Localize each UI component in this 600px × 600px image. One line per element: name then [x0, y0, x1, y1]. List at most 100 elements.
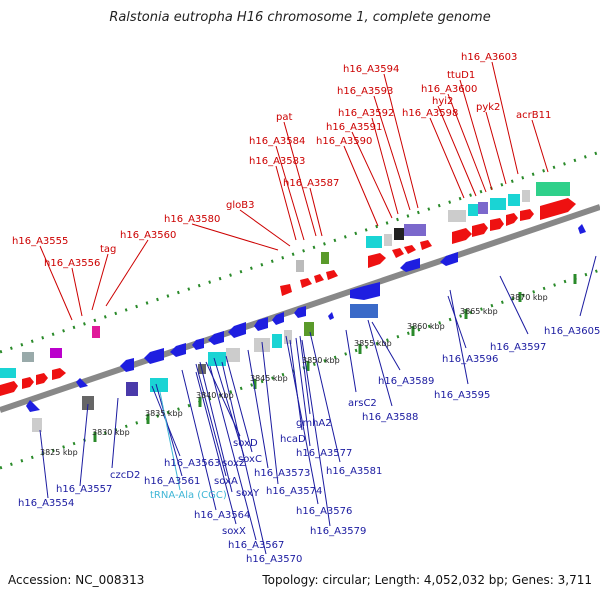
gene-label: h16_A3554: [18, 498, 74, 509]
gene-arrow: [228, 322, 246, 338]
gene-arrow: [192, 338, 204, 350]
gene-box: [284, 330, 292, 344]
gene-label: h16_A3570: [246, 554, 302, 565]
gene-label: h16_A3557: [56, 484, 112, 495]
kbp-label: 3835 kbp: [145, 409, 183, 418]
gene-box: [536, 182, 570, 196]
gene-arrow: [472, 223, 488, 237]
gene-box: [150, 378, 168, 392]
chart-title: Ralstonia eutropha H16 chromosome 1, com…: [109, 10, 491, 25]
gene-arrow: [506, 213, 518, 226]
kbp-label: 3870 kbp: [510, 293, 548, 302]
gene-arrow: [452, 228, 472, 244]
kbp-label: 3855 kbp: [354, 339, 392, 348]
kbp-label: 3845 kbp: [250, 374, 288, 383]
gene-box: [296, 260, 304, 272]
gene-label: h16_A3561: [144, 476, 200, 487]
gene-arrow: [144, 348, 164, 364]
gene-box: [508, 194, 520, 206]
gene-label: h16_A3581: [326, 466, 382, 477]
gene-box: [478, 202, 488, 214]
gene-box: [490, 198, 506, 210]
major-ticks: [93, 274, 577, 442]
gene-arrow: [294, 306, 306, 318]
gene-label: h16_A3605: [544, 326, 600, 337]
gene-label: gloB3: [226, 200, 254, 211]
gene-box: [50, 348, 62, 358]
gene-arrow: [392, 248, 404, 258]
accession-text: Accession: NC_008313: [8, 573, 145, 587]
gene-label: czcD2: [110, 470, 140, 481]
gene-arrow: [404, 245, 416, 254]
gene-arrow: [52, 368, 66, 380]
gene-label: h16_A3593: [337, 86, 393, 97]
gene-box: [208, 352, 226, 366]
gene-box: [448, 210, 466, 222]
gene-box: [394, 228, 404, 240]
gene-label: gmhA2: [296, 418, 332, 429]
gene-label: hyi2: [432, 96, 453, 107]
gene-label: h16_A3603: [461, 52, 517, 63]
gene-box: [321, 252, 329, 264]
gene-arrow: [208, 331, 224, 345]
gene-box: [522, 190, 530, 202]
gene-box: [404, 224, 426, 236]
gene-label: h16_A3584: [249, 136, 305, 147]
gene-arrow: [280, 284, 292, 296]
gene-box: [92, 326, 100, 338]
gene-arrow: [440, 252, 458, 266]
gene-box: [226, 348, 240, 362]
gene-arrow: [170, 343, 186, 357]
kbp-label: 3830 kbp: [92, 428, 130, 437]
trna-label: tRNA-Ala (CGC): [150, 490, 227, 501]
gene-label: hcaD: [280, 434, 306, 445]
gene-arrow: [36, 373, 48, 385]
bottom-leader-lines: [39, 255, 597, 555]
gene-box: [0, 368, 16, 378]
gene-box: [272, 334, 282, 348]
gene-label: soxX: [222, 526, 246, 537]
forward-gene-labels: h16_A3603 h16_A3594 ttuD1 h16_A3593 h16_…: [12, 52, 551, 269]
kbp-label: 3840 kbp: [196, 391, 234, 400]
gene-label: h16_A3563: [164, 458, 220, 469]
gene-box: [32, 418, 42, 432]
kbp-labels: 3825 kbp 3830 kbp 3835 kbp 3840 kbp 3845…: [40, 293, 548, 457]
gene-label: h16_A3597: [490, 342, 546, 353]
gene-arrow: [490, 218, 504, 231]
gene-label: acrB11: [516, 110, 551, 121]
gene-label: pat: [276, 112, 292, 123]
gene-label: h16_A3576: [296, 506, 352, 517]
kbp-label: 3860 kbp: [407, 322, 445, 331]
gene-label: h16_A3596: [442, 354, 498, 365]
genome-stats-text: Topology: circular; Length: 4,052,032 bp…: [262, 573, 592, 587]
gene-label: h16_A3588: [362, 412, 418, 423]
gene-box: [468, 204, 478, 216]
gene-label: h16_A3598: [402, 108, 458, 119]
gene-label: h16_A3589: [378, 376, 434, 387]
kbp-label: 3850 kbp: [302, 356, 340, 365]
gene-label: soxD: [233, 438, 258, 449]
gene-arrow: [76, 378, 88, 388]
gene-label: h16_A3577: [296, 448, 352, 459]
top-leader-lines: [39, 61, 549, 321]
gene-arrow: [314, 274, 324, 283]
gene-arrow: [0, 381, 18, 396]
gene-box: [126, 382, 138, 396]
gene-arrow: [540, 198, 576, 220]
gene-label: h16_A3567: [228, 540, 284, 551]
gene-label: soxC: [238, 454, 262, 465]
reverse-genes: [26, 224, 586, 432]
gene-arrow: [22, 377, 34, 389]
gene-label: soxA: [214, 476, 238, 487]
gene-label: soxZ: [222, 458, 246, 469]
gene-label: h16_A3590: [316, 136, 372, 147]
gene-label: h16_A3574: [266, 486, 322, 497]
gene-arrow: [520, 209, 534, 221]
gene-label: h16_A3587: [283, 178, 339, 189]
gene-label: pyk2: [476, 102, 500, 113]
gene-arrow: [272, 312, 284, 325]
gene-arrow: [300, 278, 312, 288]
gene-box: [82, 396, 94, 410]
gene-label: h16_A3560: [120, 230, 176, 241]
